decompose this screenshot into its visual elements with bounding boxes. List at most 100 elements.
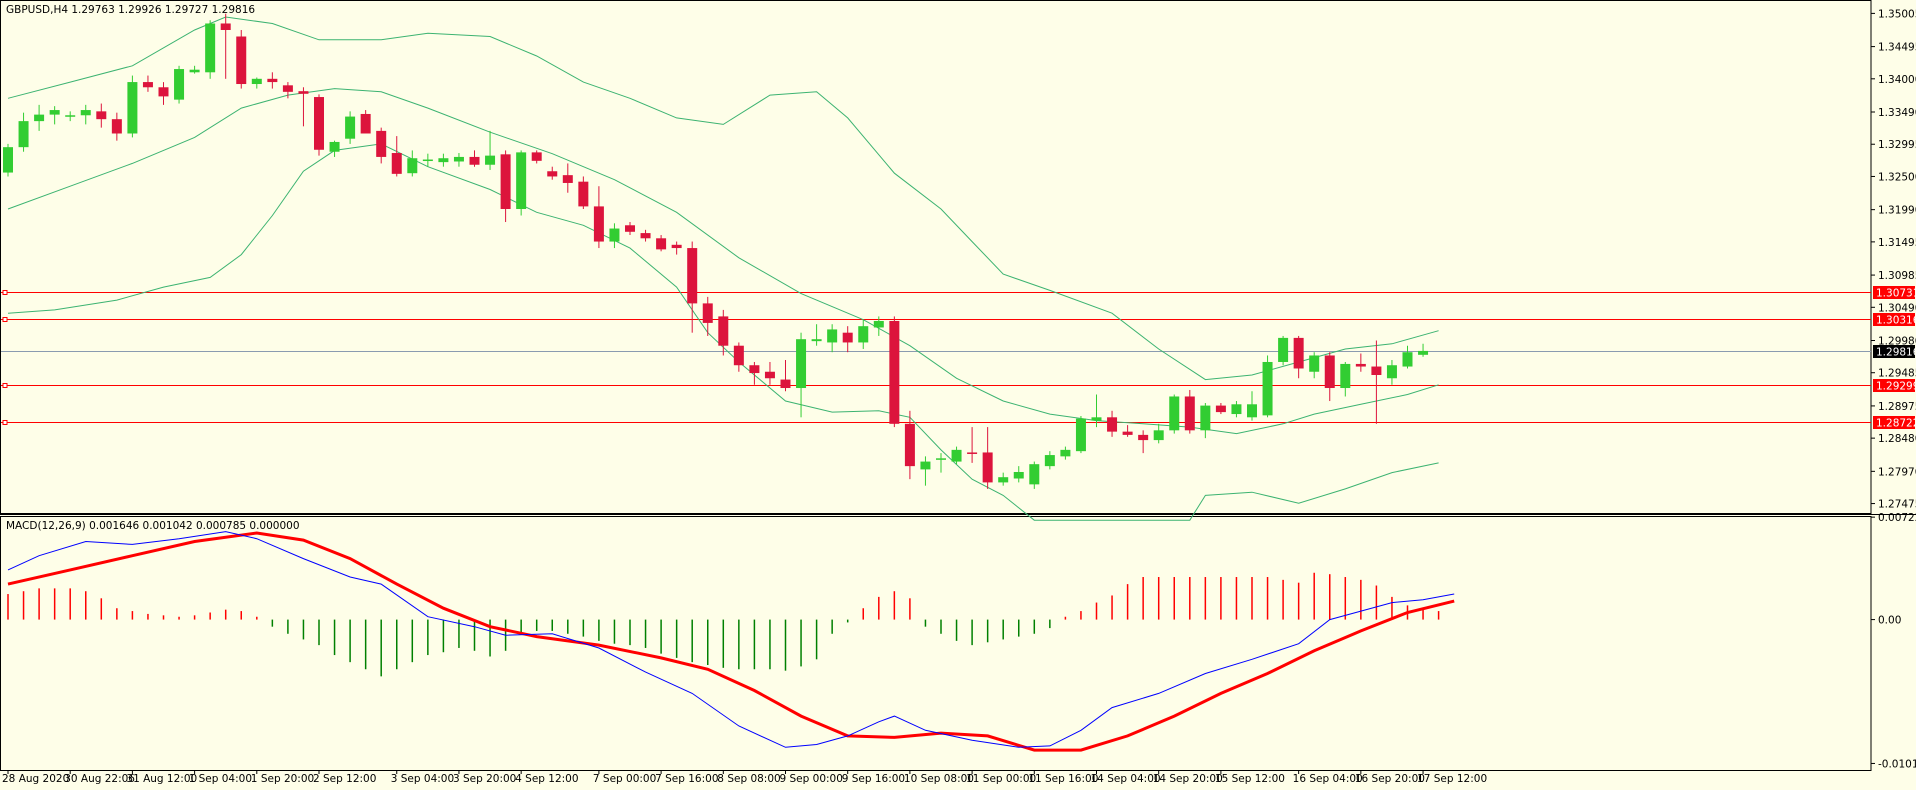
candle-body (49, 110, 60, 115)
candle-body (1169, 396, 1180, 431)
time-tick-label: 11 Sep 00:00 (966, 773, 1036, 785)
candle-body (1340, 363, 1351, 389)
time-tick-label: 16 Sep 04:00 (1293, 773, 1363, 785)
level-price-label: 1.30731 (1876, 288, 1916, 300)
candle-body (625, 225, 635, 232)
candle-body (1247, 404, 1257, 418)
candle-body (1402, 352, 1413, 367)
candle-body (1324, 355, 1335, 389)
candle-body (485, 155, 496, 165)
candle-body (314, 97, 324, 150)
candle-body (1418, 350, 1429, 355)
candle-body (982, 452, 993, 483)
level-price-tag (1873, 313, 1915, 326)
candle-body (1044, 455, 1055, 467)
price-tick-label: 1.29980 (1878, 335, 1916, 347)
candle-body (593, 206, 604, 242)
candle-body (18, 121, 29, 148)
candle-body (827, 329, 838, 343)
time-tick-label: 17 Sep 12:00 (1417, 773, 1487, 785)
candles (3, 13, 1429, 489)
candle-body (1075, 418, 1086, 452)
candle-body (578, 181, 589, 207)
candle-body (796, 339, 807, 389)
candle-body (811, 339, 822, 342)
candle-body (1013, 471, 1024, 479)
macd-tick-label: -0.010138 (1878, 758, 1916, 770)
candle-body (516, 152, 527, 210)
time-tick-label: 9 Sep 00:00 (780, 773, 843, 785)
candle-body (205, 23, 216, 73)
candle-body (1278, 337, 1289, 362)
price-tick-label: 1.34495 (1878, 42, 1916, 54)
time-tick-label: 4 Sep 12:00 (515, 773, 578, 785)
candle-body (967, 452, 978, 454)
time-tick-label: 14 Sep 04:00 (1091, 773, 1161, 785)
price-tick-label: 1.31495 (1878, 237, 1916, 249)
candle-body (282, 85, 293, 92)
macd-main-line (7, 531, 1455, 748)
candle-body (671, 244, 682, 249)
level-price-label: 1.29299 (1876, 381, 1916, 393)
candle-body (920, 461, 931, 470)
time-tick-label: 14 Sep 20:00 (1153, 773, 1223, 785)
current-price-label: 1.29816 (1876, 347, 1916, 359)
candle-body (749, 365, 760, 374)
candle-body (1386, 365, 1397, 379)
candle-body (96, 111, 107, 120)
time-tick-label: 11 Sep 16:00 (1028, 773, 1098, 785)
symbol-header: GBPUSD,H4 1.29763 1.29926 1.29727 1.2981… (6, 4, 255, 16)
candle-body (267, 78, 278, 83)
candle-body (764, 371, 775, 379)
candle-body (998, 477, 1009, 483)
time-tick-label: 3 Sep 04:00 (391, 773, 454, 785)
candle-body (3, 147, 13, 173)
candle-body (1200, 405, 1211, 431)
time-tick-label: 10 Sep 08:00 (904, 773, 974, 785)
candle-body (702, 303, 713, 323)
candle-body (500, 154, 511, 210)
macd-window-frame (0, 516, 1872, 771)
candle-body (687, 248, 698, 304)
price-tick-label: 1.28975 (1878, 401, 1916, 413)
candle-body (422, 159, 433, 162)
candle-body (376, 130, 387, 157)
candle-body (1091, 417, 1102, 421)
macd-tick-label: 0.00722 (1878, 512, 1916, 524)
level-anchor-handle[interactable] (2, 383, 8, 388)
candle-body (951, 449, 962, 462)
time-tick-label: 7 Sep 16:00 (655, 773, 718, 785)
candle-body (936, 458, 946, 460)
macd-indicator: 0.00722 0.00 -0.010138 MACD(12,26,9) 0.0016… (6, 512, 1916, 770)
candle-body (1153, 430, 1164, 441)
level-anchor-handle[interactable] (2, 290, 8, 295)
level-price-tag (1873, 416, 1915, 429)
level-anchor-handle[interactable] (2, 317, 8, 322)
candle-body (1231, 404, 1242, 415)
candle-body (904, 423, 915, 467)
candle-body (547, 171, 558, 177)
candle-body (733, 345, 744, 366)
time-tick-label: 31 Aug 12:00 (126, 773, 197, 785)
candle-body (1355, 363, 1366, 367)
candle-body (889, 320, 900, 424)
time-tick-label: 2 Sep 12:00 (313, 773, 376, 785)
level-anchor-handle[interactable] (2, 420, 8, 425)
candle-body (1138, 434, 1149, 441)
candle-body (407, 158, 418, 174)
level-price-tag (1873, 286, 1915, 299)
time-tick-label: 7 Sep 00:00 (593, 773, 656, 785)
level-price-label: 1.30316 (1876, 315, 1916, 327)
candle-body (174, 69, 185, 100)
candle-body (111, 119, 122, 134)
price-tick-label: 1.30490 (1878, 302, 1916, 314)
price-tick-label: 1.32500 (1878, 171, 1916, 183)
horizontal-levels[interactable]: 1.30731 1.30316 1.29299 1.28722 (1, 286, 1916, 430)
candle-body (80, 110, 91, 116)
candle-body (1029, 464, 1040, 485)
band-upper-line (7, 16, 1439, 381)
candle-body (453, 156, 464, 162)
time-tick-label: 9 Sep 16:00 (842, 773, 905, 785)
time-tick-label: 1 Sep 04:00 (189, 773, 252, 785)
